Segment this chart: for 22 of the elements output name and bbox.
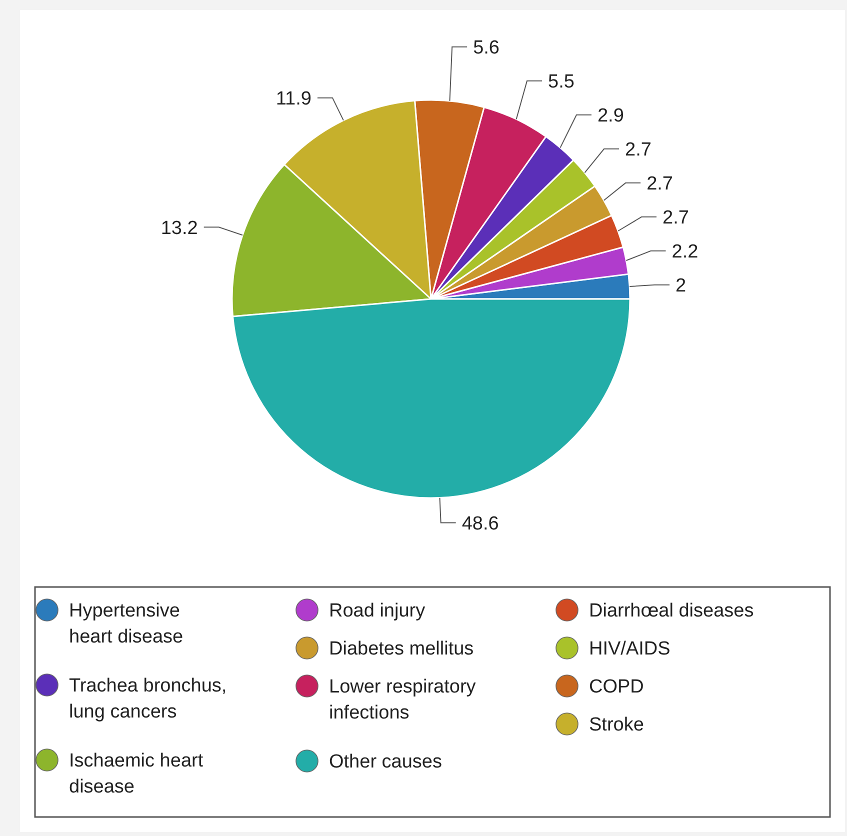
data-label: 2.7: [625, 140, 652, 161]
legend-label: HIV/AIDS: [589, 638, 670, 660]
data-label: 2: [676, 276, 686, 297]
legend-label: Stroke: [589, 714, 644, 736]
data-label: 48.6: [462, 513, 499, 534]
data-label: 13.2: [160, 218, 198, 239]
data-label: 2.7: [646, 174, 673, 195]
legend-label: Ischaemic heart disease: [69, 750, 204, 798]
legend-label: Diabetes mellitus: [329, 638, 474, 660]
legend-label: Road injury: [329, 600, 426, 622]
data-label: 5.5: [548, 72, 574, 93]
data-label: 2.9: [597, 106, 624, 127]
legend-label: Diarrhœal diseases: [589, 600, 754, 622]
legend-label: COPD: [589, 676, 644, 698]
legend-label: Other causes: [329, 752, 442, 773]
legend-label: Trachea bronchus, lung cancers: [69, 676, 227, 723]
data-label: 2.2: [672, 242, 698, 263]
data-label: 11.9: [276, 88, 312, 110]
data-label: 2.7: [662, 208, 689, 229]
data-label: 5.6: [473, 38, 500, 59]
legend-label: Lower respiratory infections: [329, 676, 476, 724]
legend-label: Hypertensive heart disease: [69, 600, 184, 648]
